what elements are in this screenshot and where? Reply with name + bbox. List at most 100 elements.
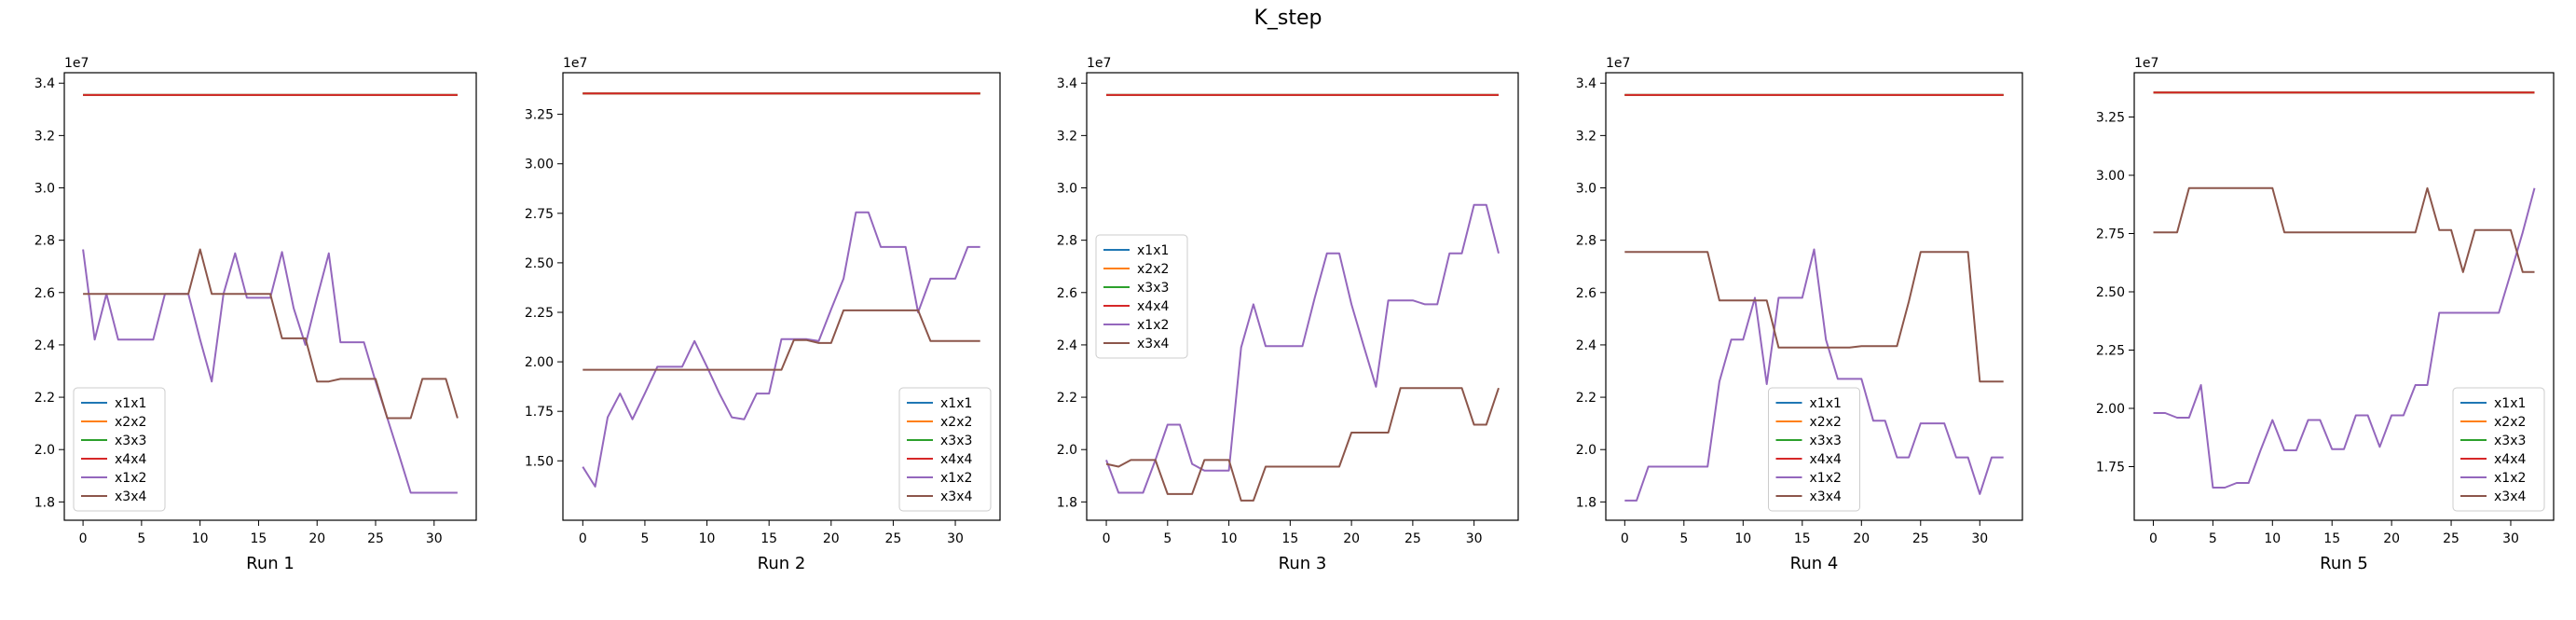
y-tick-label: 2.4 xyxy=(1576,338,1596,353)
y-tick-label: 2.6 xyxy=(34,286,55,301)
x-tick-label: 5 xyxy=(137,531,145,546)
series-line-x1x2 xyxy=(2153,187,2536,489)
legend-label-x1x2: x1x2 xyxy=(115,471,146,486)
x-tick-label: 10 xyxy=(192,531,209,546)
y-tick-label: 2.75 xyxy=(2096,227,2125,242)
y-offset-text: 1e7 xyxy=(64,56,89,71)
legend-label-x3x3: x3x3 xyxy=(1137,281,1169,296)
subplot-run-3: 0 5 10 15 20 25 30 1.8 2.0 2.2 2.4 2.6 2.8 3.0 3.2 3.4 1… xyxy=(1057,56,1519,573)
y-tick-label: 3.4 xyxy=(34,76,55,91)
legend: x1x1 x2x2 x3x3 x4x4 x1x2 x3x4 xyxy=(1768,387,1860,512)
x-tick-label: 0 xyxy=(79,531,88,546)
y-tick-label: 2.6 xyxy=(1576,286,1596,301)
y-tick-label: 3.25 xyxy=(525,108,554,123)
legend-label-x4x4: x4x4 xyxy=(1137,299,1169,314)
legend-label-x4x4: x4x4 xyxy=(1810,452,1842,467)
legend-label-x2x2: x2x2 xyxy=(2494,415,2526,430)
y-offset-text: 1e7 xyxy=(563,56,587,71)
x-axis-label: Run 2 xyxy=(758,554,806,573)
legend-label-x1x1: x1x1 xyxy=(2494,396,2526,411)
y-tick-label: 1.8 xyxy=(1576,495,1596,510)
legend-box xyxy=(73,387,166,512)
y-tick-label: 2.8 xyxy=(1576,234,1596,249)
y-tick-label: 2.2 xyxy=(1057,391,1077,406)
subplot-run-2: 0 5 10 15 20 25 30 1.50 1.75 2.00 2.25 2.50 2.75 3.00… xyxy=(525,56,1001,573)
x-tick-label: 5 xyxy=(1679,531,1688,546)
figure-title: K_step xyxy=(1254,7,1322,30)
y-tick-label: 1.8 xyxy=(34,495,55,510)
legend: x1x1 x2x2 x3x3 x4x4 x1x2 x3x4 xyxy=(1095,234,1188,359)
legend-label-x3x4: x3x4 xyxy=(940,489,972,504)
legend-label-x4x4: x4x4 xyxy=(940,452,972,467)
y-tick-label: 2.0 xyxy=(1057,443,1077,458)
series-line-x3x4 xyxy=(582,309,980,371)
legend: x1x1 x2x2 x3x3 x4x4 x1x2 x3x4 xyxy=(73,387,166,512)
x-axis-label: Run 1 xyxy=(246,554,295,573)
x-tick-label: 15 xyxy=(1794,531,1811,546)
y-tick-label: 1.75 xyxy=(525,405,554,420)
y-tick-label: 2.0 xyxy=(34,443,55,458)
y-tick-label: 3.0 xyxy=(34,182,55,197)
y-tick-label: 3.0 xyxy=(1057,182,1077,197)
legend-label-x1x2: x1x2 xyxy=(940,471,972,486)
legend-label-x4x4: x4x4 xyxy=(2494,452,2526,467)
axes-frame xyxy=(63,72,477,521)
y-tick-label: 2.25 xyxy=(2096,344,2125,359)
x-axis-label: Run 4 xyxy=(1790,554,1839,573)
x-tick-label: 30 xyxy=(426,531,443,546)
y-tick-label: 2.8 xyxy=(34,234,55,249)
x-tick-label: 10 xyxy=(699,531,716,546)
legend-label-x3x3: x3x3 xyxy=(2494,434,2526,448)
x-axis-label: Run 5 xyxy=(2320,554,2368,573)
x-tick-label: 5 xyxy=(640,531,649,546)
y-tick-label: 2.00 xyxy=(2096,402,2125,417)
x-tick-label: 30 xyxy=(947,531,964,546)
y-tick-label: 2.8 xyxy=(1057,234,1077,249)
legend-label-x1x2: x1x2 xyxy=(1137,318,1169,333)
legend-label-x3x4: x3x4 xyxy=(115,489,146,504)
legend-label-x2x2: x2x2 xyxy=(115,415,146,430)
legend-label-x3x4: x3x4 xyxy=(1137,337,1169,351)
x-tick-label: 15 xyxy=(760,531,777,546)
x-tick-label: 0 xyxy=(1103,531,1111,546)
series-line-x3x4 xyxy=(1105,387,1500,502)
y-tick-label: 1.8 xyxy=(1057,495,1077,510)
y-tick-label: 2.25 xyxy=(525,306,554,321)
legend-box xyxy=(2452,387,2545,512)
x-tick-label: 20 xyxy=(823,531,840,546)
x-tick-label: 10 xyxy=(2264,531,2281,546)
legend-label-x1x2: x1x2 xyxy=(1810,471,1842,486)
legend-label-x3x3: x3x3 xyxy=(1810,434,1842,448)
series-line-x1x2 xyxy=(1624,248,2004,502)
legend-box xyxy=(1095,234,1188,359)
y-tick-label: 1.75 xyxy=(2096,461,2125,475)
x-tick-label: 30 xyxy=(1466,531,1483,546)
x-tick-label: 25 xyxy=(2443,531,2460,546)
y-tick-label: 3.4 xyxy=(1576,76,1596,91)
series-line-x1x2 xyxy=(582,211,980,488)
x-tick-label: 20 xyxy=(1853,531,1870,546)
legend-label-x4x4: x4x4 xyxy=(115,452,146,467)
legend-box xyxy=(898,387,992,512)
legend-label-x3x4: x3x4 xyxy=(2494,489,2526,504)
x-tick-label: 10 xyxy=(1221,531,1238,546)
y-tick-label: 3.2 xyxy=(34,129,55,144)
axes-frame xyxy=(2133,72,2555,521)
legend-label-x2x2: x2x2 xyxy=(940,415,972,430)
legend-label-x1x1: x1x1 xyxy=(1137,243,1169,258)
axes-frame xyxy=(1086,72,1519,521)
x-tick-label: 0 xyxy=(2149,531,2158,546)
subplots: 0 5 10 15 20 25 30 1.8 2.0 2.2 2.4 2.6 2.8 3.0 3.2 3.4 1… xyxy=(34,56,2555,573)
x-tick-label: 15 xyxy=(2323,531,2340,546)
series-line-x3x4 xyxy=(1624,251,2004,383)
y-tick-label: 2.2 xyxy=(34,391,55,406)
x-tick-label: 20 xyxy=(1343,531,1360,546)
y-tick-label: 3.4 xyxy=(1057,76,1077,91)
legend-label-x1x1: x1x1 xyxy=(940,396,972,411)
x-tick-label: 15 xyxy=(251,531,267,546)
series-line-x1x2 xyxy=(1105,203,1500,494)
y-tick-label: 3.00 xyxy=(2096,169,2125,184)
legend-box xyxy=(1768,387,1860,512)
legend: x1x1 x2x2 x3x3 x4x4 x1x2 x3x4 xyxy=(2452,387,2545,512)
